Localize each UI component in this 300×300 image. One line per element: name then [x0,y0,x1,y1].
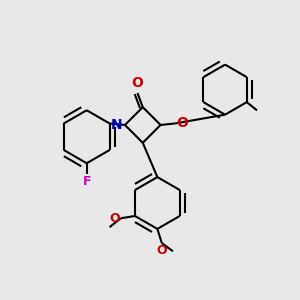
Text: N: N [111,118,123,132]
Text: O: O [131,76,143,90]
Text: O: O [176,116,188,130]
Text: O: O [109,212,120,225]
Text: O: O [157,244,167,256]
Text: F: F [82,175,91,188]
